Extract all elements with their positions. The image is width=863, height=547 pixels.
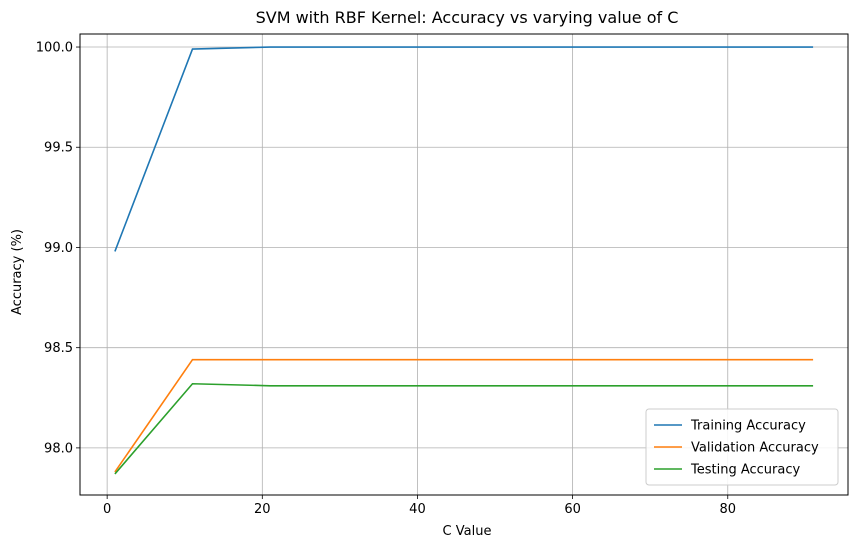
x-tick-label: 60: [564, 502, 581, 517]
y-tick-label: 98.0: [44, 441, 73, 456]
x-tick-label: 20: [254, 502, 271, 517]
x-tick-label: 40: [409, 502, 426, 517]
x-tick-label: 80: [719, 502, 736, 517]
series-lines: [114, 46, 814, 475]
x-axis-label: C Value: [443, 524, 492, 539]
y-axis-label: Accuracy (%): [10, 229, 25, 315]
x-axis-ticks: 0 20 40 60 80: [103, 495, 736, 517]
y-tick-label: 100.0: [36, 41, 73, 56]
legend-box: [645, 408, 839, 486]
series-line-validation-accuracy: [114, 358, 814, 473]
y-tick-label: 99.5: [44, 141, 73, 156]
plot-frame: [79, 33, 849, 496]
x-tick-label: 0: [103, 502, 111, 517]
y-tick-label: 98.5: [44, 341, 73, 356]
chart-title: SVM with RBF Kernel: Accuracy vs varying…: [256, 8, 679, 27]
legend: Training Accuracy Validation Accuracy Test…: [645, 408, 839, 486]
legend-label: Validation Accuracy: [691, 441, 819, 456]
series-line-training-accuracy: [114, 46, 814, 252]
y-axis-ticks: 98.0 98.5 99.0 99.5 100.0: [36, 41, 80, 456]
legend-label: Training Accuracy: [690, 419, 806, 434]
legend-label: Testing Accuracy: [690, 463, 800, 478]
series-line-testing-accuracy: [114, 382, 814, 475]
y-tick-label: 99.0: [44, 241, 73, 256]
